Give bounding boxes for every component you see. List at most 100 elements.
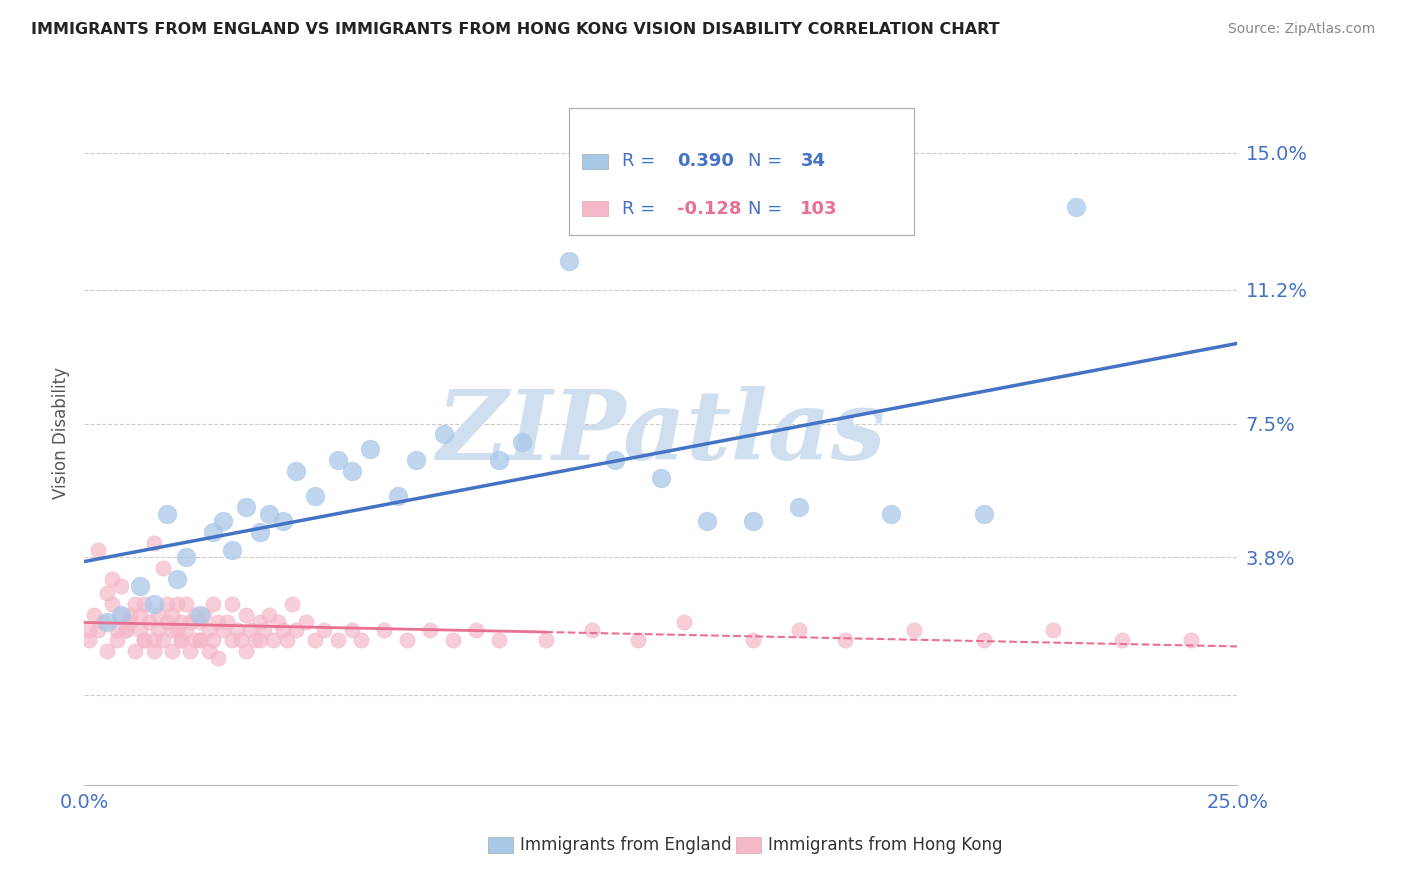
Point	[96, 644, 118, 658]
Point	[142, 633, 165, 648]
Point	[221, 543, 243, 558]
Point	[239, 623, 262, 637]
Text: -0.128: -0.128	[676, 200, 741, 218]
Point	[512, 434, 534, 449]
Point	[101, 572, 124, 586]
Point	[124, 597, 146, 611]
Point	[225, 623, 247, 637]
Point	[627, 633, 650, 648]
Point	[304, 633, 326, 648]
Text: R =: R =	[621, 200, 661, 218]
Point	[120, 608, 142, 623]
Point	[373, 623, 395, 637]
Point	[188, 608, 211, 623]
Point	[603, 452, 626, 467]
Point	[202, 597, 225, 611]
Text: 34: 34	[800, 153, 825, 170]
Point	[217, 615, 239, 630]
Point	[221, 597, 243, 611]
Point	[285, 464, 308, 478]
Point	[188, 633, 211, 648]
Point	[110, 608, 132, 623]
FancyBboxPatch shape	[582, 201, 607, 216]
Point	[742, 633, 765, 648]
Point	[249, 524, 271, 539]
Point	[285, 623, 308, 637]
Point	[787, 500, 810, 514]
Point	[184, 608, 207, 623]
FancyBboxPatch shape	[735, 837, 761, 853]
Point	[231, 633, 253, 648]
Point	[174, 623, 197, 637]
Point	[326, 452, 349, 467]
Point	[650, 471, 672, 485]
Point	[271, 623, 294, 637]
Point	[174, 597, 197, 611]
Point	[198, 623, 221, 637]
Point	[166, 572, 188, 586]
Point	[534, 633, 557, 648]
Point	[488, 452, 510, 467]
Point	[128, 623, 150, 637]
Point	[134, 597, 156, 611]
Point	[419, 623, 441, 637]
Point	[142, 597, 165, 611]
Point	[340, 464, 363, 478]
Point	[276, 633, 298, 648]
Point	[166, 623, 188, 637]
Point	[235, 608, 257, 623]
Text: ZIPatlas: ZIPatlas	[436, 385, 886, 480]
Point	[281, 597, 304, 611]
Point	[156, 597, 179, 611]
Point	[433, 427, 456, 442]
Point	[134, 633, 156, 648]
Point	[253, 623, 276, 637]
Point	[96, 586, 118, 600]
Point	[179, 615, 201, 630]
Point	[152, 561, 174, 575]
Point	[973, 507, 995, 521]
Point	[742, 514, 765, 528]
Point	[87, 623, 110, 637]
Point	[146, 623, 169, 637]
Point	[128, 608, 150, 623]
Point	[142, 536, 165, 550]
Point	[184, 633, 207, 648]
Text: Immigrants from England: Immigrants from England	[520, 836, 731, 854]
Text: Immigrants from Hong Kong: Immigrants from Hong Kong	[768, 836, 1002, 854]
Point	[257, 507, 280, 521]
Point	[170, 615, 193, 630]
Point	[202, 633, 225, 648]
Point	[134, 633, 156, 648]
Point	[1064, 200, 1087, 214]
Text: 103: 103	[800, 200, 838, 218]
Point	[387, 489, 409, 503]
Text: R =: R =	[621, 153, 661, 170]
Point	[834, 633, 856, 648]
Point	[211, 514, 233, 528]
Text: N =: N =	[748, 200, 789, 218]
Point	[156, 507, 179, 521]
Point	[405, 452, 427, 467]
Point	[179, 644, 201, 658]
Point	[96, 615, 118, 630]
Point	[211, 623, 233, 637]
Point	[1042, 623, 1064, 637]
Text: N =: N =	[748, 153, 789, 170]
Point	[314, 623, 336, 637]
Point	[672, 615, 695, 630]
Text: 0.390: 0.390	[676, 153, 734, 170]
Point	[146, 608, 169, 623]
Point	[262, 633, 284, 648]
Point	[120, 615, 142, 630]
Point	[91, 615, 114, 630]
Point	[152, 633, 174, 648]
Point	[83, 608, 105, 623]
Point	[87, 543, 110, 558]
Point	[267, 615, 290, 630]
Point	[202, 524, 225, 539]
Text: IMMIGRANTS FROM ENGLAND VS IMMIGRANTS FROM HONG KONG VISION DISABILITY CORRELATI: IMMIGRANTS FROM ENGLAND VS IMMIGRANTS FR…	[31, 22, 1000, 37]
Point	[441, 633, 464, 648]
Point	[488, 633, 510, 648]
Point	[198, 644, 221, 658]
